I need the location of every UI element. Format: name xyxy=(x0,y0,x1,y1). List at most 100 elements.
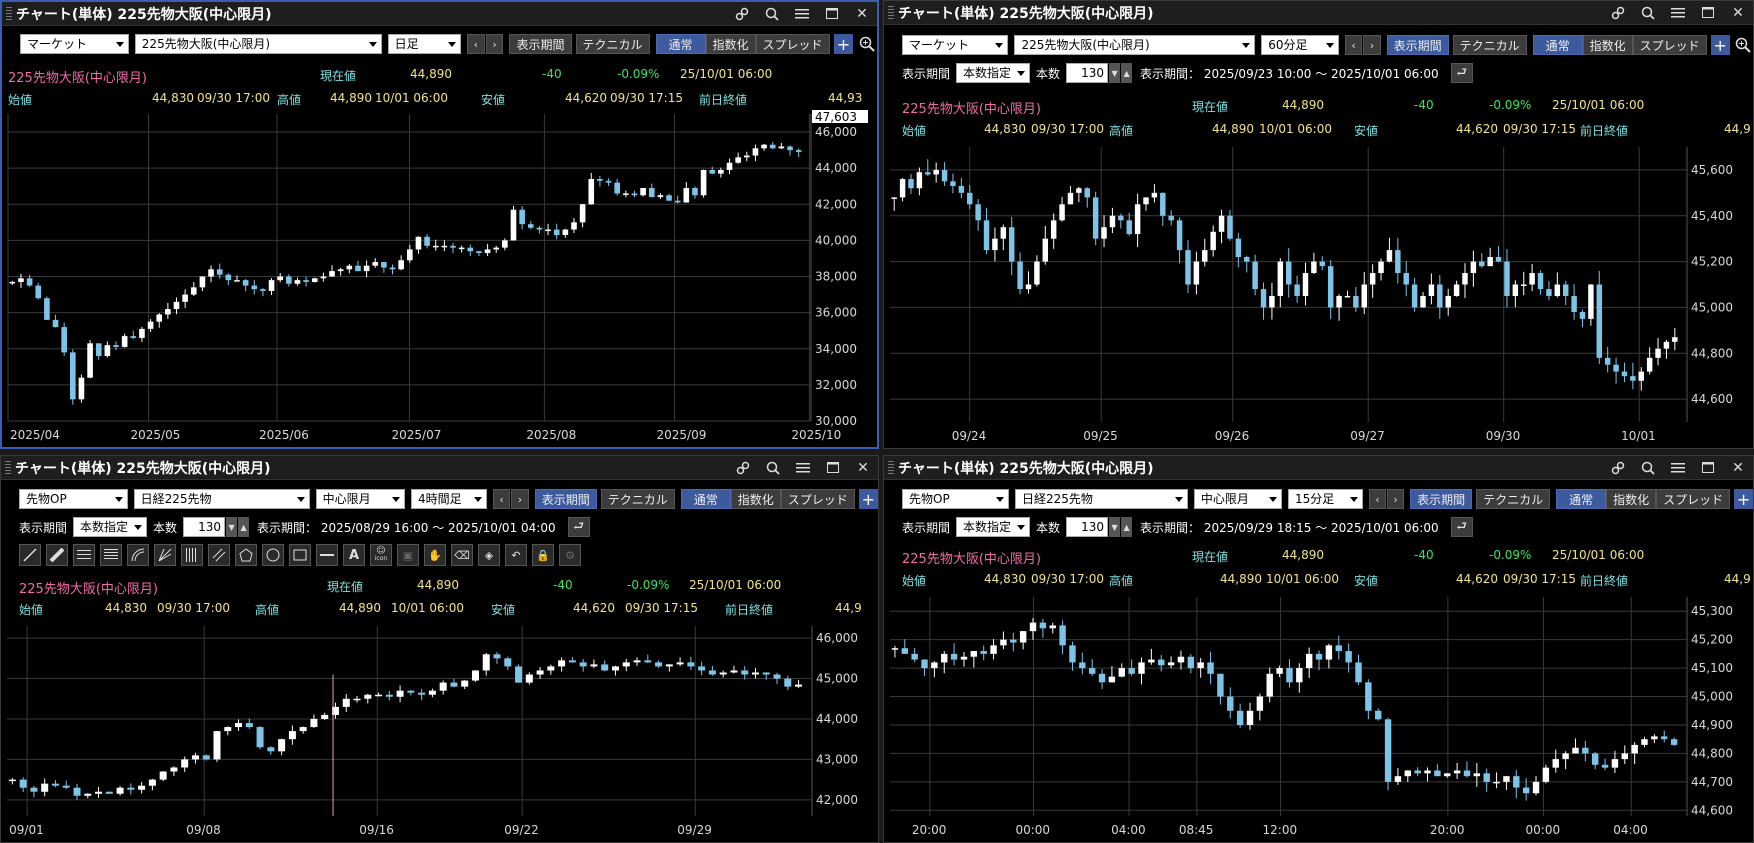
candle-body[interactable] xyxy=(1604,357,1611,365)
interval-select[interactable]: 日足 xyxy=(387,34,461,54)
candle-body[interactable] xyxy=(1269,295,1275,308)
candle-body[interactable] xyxy=(1631,744,1638,754)
add-icon[interactable]: + xyxy=(1734,489,1753,509)
candle-body[interactable] xyxy=(1532,781,1540,794)
candle-body[interactable] xyxy=(1403,273,1409,285)
candle-body[interactable] xyxy=(553,229,560,235)
candle-body[interactable] xyxy=(1010,639,1017,643)
candle-body[interactable] xyxy=(1176,220,1183,251)
candle-body[interactable] xyxy=(1336,295,1342,308)
candle-body[interactable] xyxy=(1384,719,1392,782)
normal-button[interactable]: 通常 xyxy=(655,34,706,54)
prev-button[interactable]: ‹ xyxy=(1368,489,1386,509)
candle-body[interactable] xyxy=(278,739,286,752)
candle-body[interactable] xyxy=(375,694,383,697)
candle-body[interactable] xyxy=(1651,736,1658,740)
candle-body[interactable] xyxy=(633,660,641,663)
spread-button[interactable]: スプレッド xyxy=(1656,489,1731,509)
candle-body[interactable] xyxy=(709,169,716,174)
candle-body[interactable] xyxy=(784,678,792,687)
drag-grip-icon[interactable] xyxy=(888,5,894,20)
candle-body[interactable] xyxy=(611,666,619,671)
candle-body[interactable] xyxy=(933,169,939,175)
drag-grip-icon[interactable] xyxy=(6,6,12,21)
candle-body[interactable] xyxy=(1424,770,1431,774)
candle-body[interactable] xyxy=(1437,284,1443,308)
fan-tool-icon[interactable] xyxy=(154,544,176,566)
candle-body[interactable] xyxy=(147,321,154,329)
candle-body[interactable] xyxy=(1325,645,1333,660)
candle-body[interactable] xyxy=(1084,188,1090,198)
candle-body[interactable] xyxy=(303,280,309,282)
interval-select[interactable]: 15分足 xyxy=(1288,489,1363,509)
candle-body[interactable] xyxy=(631,193,638,196)
spread-button[interactable]: スプレッド xyxy=(755,34,830,54)
candle-body[interactable] xyxy=(644,660,652,663)
candle-body[interactable] xyxy=(676,662,684,665)
period-mode-select[interactable]: 本数指定 xyxy=(956,63,1031,83)
candle-body[interactable] xyxy=(493,247,500,250)
candle-body[interactable] xyxy=(1034,261,1040,285)
candle-body[interactable] xyxy=(1554,284,1561,296)
candle-body[interactable] xyxy=(1571,295,1577,312)
candle-body[interactable] xyxy=(1302,273,1309,296)
link-icon[interactable] xyxy=(728,456,758,480)
candle-body[interactable] xyxy=(536,670,544,675)
index-button[interactable]: 指数化 xyxy=(705,34,756,54)
candle-body[interactable] xyxy=(121,336,128,347)
candle-body[interactable] xyxy=(761,144,767,149)
candle-body[interactable] xyxy=(1227,215,1233,239)
candle-body[interactable] xyxy=(1630,376,1636,381)
candle-body[interactable] xyxy=(665,664,673,667)
market-select[interactable]: 先物OP xyxy=(19,489,128,509)
candle-body[interactable] xyxy=(1042,238,1049,262)
candle-body[interactable] xyxy=(1445,295,1451,308)
candle-body[interactable] xyxy=(1655,348,1661,358)
candle-body[interactable] xyxy=(1504,261,1510,296)
candle-body[interactable] xyxy=(751,672,759,675)
candle-body[interactable] xyxy=(980,651,987,654)
candle-body[interactable] xyxy=(1059,204,1065,221)
return-icon[interactable]: ⮐ xyxy=(567,517,590,537)
candle-body[interactable] xyxy=(1039,622,1047,629)
candle-body[interactable] xyxy=(1378,261,1384,274)
candle-body[interactable] xyxy=(1260,289,1267,308)
candle-body[interactable] xyxy=(139,328,145,338)
candle-body[interactable] xyxy=(1579,312,1586,319)
candle-body[interactable] xyxy=(527,224,534,228)
candle-body[interactable] xyxy=(321,714,329,719)
candle-body[interactable] xyxy=(719,672,727,675)
candle-body[interactable] xyxy=(1661,736,1668,740)
candle-body[interactable] xyxy=(346,265,353,270)
candle-body[interactable] xyxy=(407,690,415,693)
price-chart[interactable]: 45,600 45,400 45,200 45,000 44,800 44,600 09/2… xyxy=(884,143,1753,448)
candle-body[interactable] xyxy=(19,779,27,788)
candle-body[interactable] xyxy=(1296,668,1303,683)
candle-body[interactable] xyxy=(148,779,156,786)
candle-body[interactable] xyxy=(1414,770,1421,774)
candle-body[interactable] xyxy=(245,723,253,728)
candle-body[interactable] xyxy=(558,660,566,667)
technical-button[interactable]: テクニカル xyxy=(1476,489,1551,509)
candle-body[interactable] xyxy=(773,674,781,679)
prev-button[interactable]: ‹ xyxy=(1344,35,1363,55)
candle-body[interactable] xyxy=(687,662,695,667)
candle-body[interactable] xyxy=(35,285,42,299)
candle-body[interactable] xyxy=(385,694,393,697)
candle-body[interactable] xyxy=(958,185,965,193)
normal-button[interactable]: 通常 xyxy=(1532,35,1583,55)
candle-body[interactable] xyxy=(899,179,906,198)
candle-body[interactable] xyxy=(190,287,197,295)
return-icon[interactable]: ⮐ xyxy=(1450,63,1473,83)
candle-body[interactable] xyxy=(1513,776,1520,788)
count-up-icon[interactable]: ▲ xyxy=(1121,517,1133,537)
candle-body[interactable] xyxy=(87,343,93,378)
market-select[interactable]: 先物OP xyxy=(902,489,1009,509)
candle-body[interactable] xyxy=(181,759,189,768)
candle-body[interactable] xyxy=(202,755,210,760)
candle-body[interactable] xyxy=(1134,204,1141,235)
candle-body[interactable] xyxy=(718,169,724,174)
gear-tool-icon[interactable]: ⚙ xyxy=(559,544,581,566)
candle-body[interactable] xyxy=(1277,261,1284,296)
candle-body[interactable] xyxy=(1345,651,1352,663)
